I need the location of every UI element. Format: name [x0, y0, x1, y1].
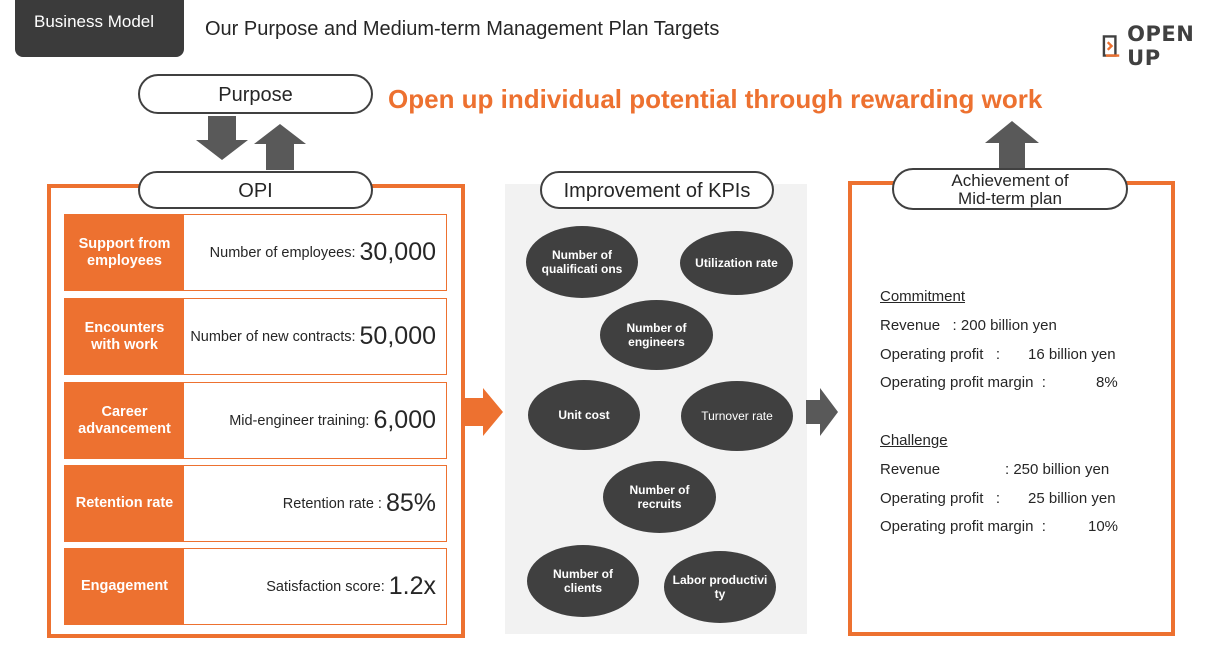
opi-row: Retention rate Retention rate : 85% — [64, 465, 447, 542]
challenge-op-value: 25 billion yen — [1028, 490, 1116, 507]
opi-metric-value: 1.2x — [388, 572, 436, 600]
kpi-oval: Utilization rate — [680, 231, 793, 295]
opi-row-label: Encounters with work — [65, 299, 184, 374]
challenge-heading: Challenge — [880, 432, 948, 449]
up-arrow-icon — [254, 124, 306, 170]
logo-text: OPEN UP — [1127, 22, 1195, 70]
opi-metric-value: 50,000 — [359, 322, 436, 350]
purpose-statement: Open up individual potential through rew… — [388, 84, 1043, 114]
opi-row-label: Engagement — [65, 549, 184, 624]
purpose-pill: Purpose — [138, 74, 373, 114]
right-arrow-icon — [463, 388, 503, 436]
kpi-oval: Number of engineers — [600, 300, 713, 370]
kpi-oval: Turnover rate — [681, 381, 793, 451]
opi-row-label: Career advancement — [65, 383, 184, 458]
achievement-frame — [848, 181, 1175, 636]
achievement-label-line2: Mid-term plan — [958, 189, 1062, 208]
commitment-op-label: Operating profit : — [880, 346, 1001, 363]
opi-row-label: Support from employees — [65, 215, 184, 290]
challenge-margin-label: Operating profit margin : — [880, 518, 1046, 535]
opi-row: Encounters with work Number of new contr… — [64, 298, 447, 375]
page-title: Our Purpose and Medium-term Management P… — [205, 18, 720, 40]
commitment-margin-label: Operating profit margin : — [880, 374, 1046, 391]
commitment-margin-value: 8% — [1096, 374, 1118, 391]
kpi-oval: Number of qualificati ons — [526, 226, 638, 298]
opi-metric-label: Retention rate : — [282, 495, 382, 512]
opi-row-label: Retention rate — [65, 466, 184, 541]
achievement-up-arrow-icon — [985, 121, 1039, 169]
opi-row-metric: Satisfaction score: 1.2x — [184, 549, 446, 624]
challenge-revenue-value: : 250 billion yen — [1005, 461, 1110, 478]
achievement-pill: Achievement of Mid-term plan — [892, 168, 1128, 210]
opi-pill: OPI — [138, 171, 373, 209]
logo: OPEN UP — [1102, 22, 1231, 70]
opi-metric-label: Mid-engineer training: — [229, 412, 370, 429]
section-tag: Business Model — [15, 0, 184, 57]
opi-row-metric: Number of employees: 30,000 — [184, 215, 446, 290]
challenge-revenue-label: Revenue — [880, 461, 941, 478]
kpi-oval: Number of recruits — [603, 461, 716, 533]
opi-row: Support from employees Number of employe… — [64, 214, 447, 291]
down-arrow-icon — [196, 116, 248, 160]
logo-door-icon — [1102, 35, 1120, 57]
opi-metric-value: 85% — [385, 489, 436, 517]
commitment-revenue: Revenue : 200 billion yen — [880, 317, 1057, 334]
commitment-op-value: 16 billion yen — [1028, 346, 1116, 363]
opi-metric-label: Number of employees: — [209, 244, 356, 261]
kpi-oval: Labor productivi ty — [664, 551, 776, 623]
kpi-oval: Unit cost — [528, 380, 640, 450]
opi-row-metric: Retention rate : 85% — [184, 466, 446, 541]
opi-metric-label: Number of new contracts: — [190, 328, 356, 345]
opi-row-metric: Mid-engineer training: 6,000 — [184, 383, 446, 458]
commitment-heading: Commitment — [880, 288, 966, 305]
opi-row-metric: Number of new contracts: 50,000 — [184, 299, 446, 374]
opi-row: Career advancement Mid-engineer training… — [64, 382, 447, 459]
kpi-pill: Improvement of KPIs — [540, 171, 774, 209]
achievement-label-line1: Achievement of — [951, 171, 1069, 190]
challenge-op-label: Operating profit : — [880, 490, 1001, 507]
opi-metric-label: Satisfaction score: — [266, 578, 385, 595]
right-arrow-icon — [806, 388, 838, 436]
opi-metric-value: 30,000 — [359, 238, 436, 266]
kpi-oval: Number of clients — [527, 545, 639, 617]
opi-row: Engagement Satisfaction score: 1.2x — [64, 548, 447, 625]
challenge-margin-value: 10% — [1088, 518, 1119, 535]
opi-metric-value: 6,000 — [373, 406, 436, 434]
